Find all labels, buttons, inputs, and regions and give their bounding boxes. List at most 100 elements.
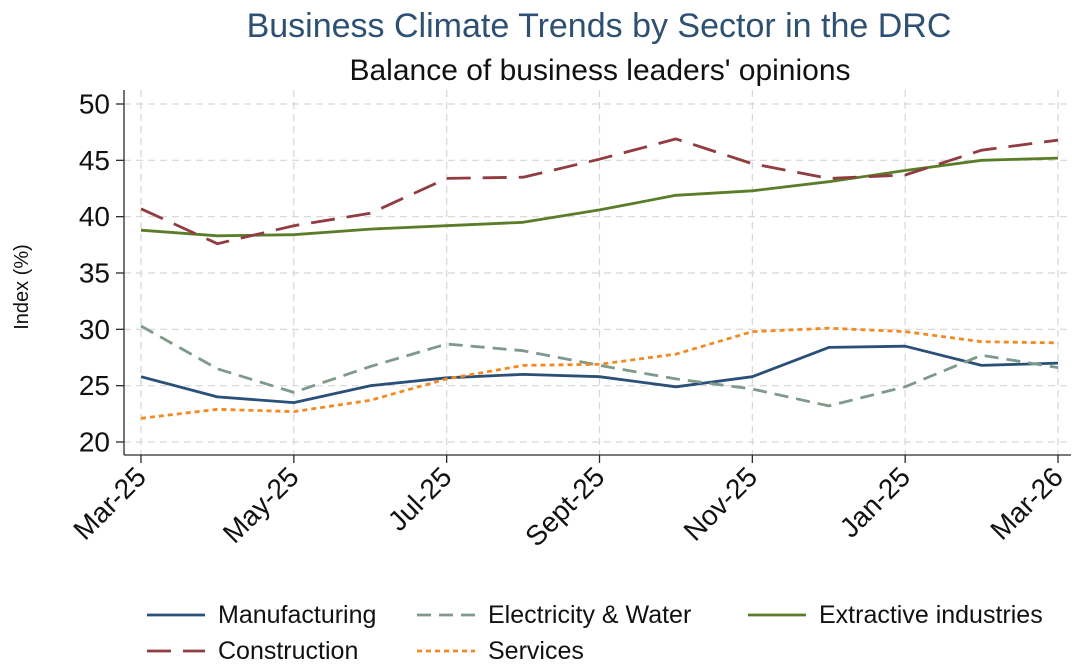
y-axis-title: Index (%) — [11, 244, 33, 330]
data-point-construction — [979, 147, 985, 153]
x-tick-label: Mar-25 — [67, 461, 152, 546]
data-point-extractive-industries — [749, 188, 755, 194]
legend-label: Manufacturing — [218, 601, 376, 629]
data-point-services — [214, 406, 220, 412]
data-point-services — [826, 325, 832, 331]
data-point-services — [749, 329, 755, 335]
data-point-manufacturing — [291, 400, 297, 406]
data-point-construction — [597, 156, 603, 162]
y-tick-label: 20 — [79, 427, 110, 458]
data-point-services — [979, 339, 985, 345]
data-point-extractive-industries — [1055, 155, 1061, 161]
data-point-manufacturing — [138, 374, 144, 380]
data-point-construction — [138, 206, 144, 212]
data-point-electricity-water — [749, 386, 755, 392]
data-point-electricity-water — [1055, 365, 1061, 371]
legend-label: Extractive industries — [819, 601, 1043, 629]
data-point-construction — [826, 175, 832, 181]
y-tick-label: 45 — [79, 145, 110, 176]
data-point-extractive-industries — [214, 233, 220, 239]
data-point-manufacturing — [902, 343, 908, 349]
data-point-manufacturing — [597, 374, 603, 380]
data-point-electricity-water — [826, 403, 832, 409]
data-point-electricity-water — [902, 384, 908, 390]
data-point-electricity-water — [979, 352, 985, 358]
series-line-services — [140, 326, 1059, 420]
x-tick-label: May-25 — [217, 461, 305, 549]
x-tick-label: Sept-25 — [519, 461, 610, 552]
legend-item-construction: Construction — [147, 637, 358, 665]
x-tick-label: Mar-26 — [984, 461, 1069, 546]
y-tick-label: 30 — [79, 314, 110, 345]
legend-item-manufacturing: Manufacturing — [147, 601, 376, 629]
legend-label: Services — [488, 637, 584, 665]
legend-item-services: Services — [417, 637, 584, 665]
axes: 20 25 30 35 40 45 50 Mar-25 May-25 Jul-25 Sept-25 N… — [67, 89, 1071, 552]
data-point-manufacturing — [673, 384, 679, 390]
data-point-construction — [214, 241, 220, 247]
data-point-construction — [520, 174, 526, 180]
chart-title: Business Climate Trends by Sector in the… — [247, 7, 952, 45]
legend: Manufacturing Electricity & Water Extracti… — [147, 601, 1043, 665]
series-electricity-water — [138, 323, 1061, 409]
series-line-manufacturing — [140, 344, 1059, 404]
legend-item-extractive-industries: Extractive industries — [748, 601, 1043, 629]
data-point-extractive-industries — [291, 232, 297, 238]
data-point-construction — [902, 172, 908, 178]
series-construction — [138, 136, 1061, 247]
data-point-extractive-industries — [520, 219, 526, 225]
data-point-extractive-industries — [979, 157, 985, 163]
series-line-electricity-water — [140, 324, 1059, 408]
series-services — [138, 325, 1061, 421]
data-point-manufacturing — [367, 383, 373, 389]
plot-series — [138, 136, 1061, 421]
data-point-construction — [1055, 137, 1061, 143]
data-point-electricity-water — [138, 323, 144, 329]
data-point-electricity-water — [520, 348, 526, 354]
data-point-electricity-water — [214, 366, 220, 372]
y-tick-label: 35 — [79, 258, 110, 289]
data-point-services — [673, 351, 679, 357]
data-point-services — [367, 397, 373, 403]
legend-item-electricity-water: Electricity & Water — [417, 601, 691, 629]
data-point-services — [1055, 340, 1061, 346]
data-point-construction — [367, 210, 373, 216]
data-point-electricity-water — [291, 389, 297, 395]
y-tick-label: 25 — [79, 370, 110, 401]
data-point-manufacturing — [214, 394, 220, 400]
y-tick-label: 40 — [79, 201, 110, 232]
y-tick-label: 50 — [79, 89, 110, 120]
data-point-extractive-industries — [367, 226, 373, 232]
data-point-extractive-industries — [597, 207, 603, 213]
data-point-electricity-water — [367, 364, 373, 370]
data-point-extractive-industries — [138, 227, 144, 233]
data-point-services — [138, 415, 144, 421]
data-point-construction — [749, 161, 755, 167]
series-line-construction — [140, 137, 1059, 246]
data-point-extractive-industries — [673, 192, 679, 198]
chart-subtitle: Balance of business leaders' opinions — [349, 54, 850, 87]
data-point-services — [597, 361, 603, 367]
data-point-electricity-water — [673, 376, 679, 382]
series-extractive-industries — [138, 155, 1061, 239]
data-point-services — [291, 409, 297, 415]
data-point-manufacturing — [979, 362, 985, 368]
gridlines — [124, 90, 1071, 455]
data-point-extractive-industries — [444, 223, 450, 229]
series-manufacturing — [138, 343, 1059, 406]
data-point-manufacturing — [749, 374, 755, 380]
data-point-construction — [291, 223, 297, 229]
x-tick-label: Jul-25 — [382, 461, 458, 537]
legend-label: Electricity & Water — [488, 601, 691, 629]
data-point-construction — [673, 136, 679, 142]
data-point-electricity-water — [444, 341, 450, 347]
data-point-services — [902, 329, 908, 335]
data-point-manufacturing — [520, 371, 526, 377]
series-line-extractive-industries — [140, 156, 1059, 238]
data-point-services — [444, 376, 450, 382]
x-tick-label: Nov-25 — [678, 461, 764, 547]
data-point-services — [520, 362, 526, 368]
data-point-construction — [444, 175, 450, 181]
legend-label: Construction — [218, 637, 358, 665]
